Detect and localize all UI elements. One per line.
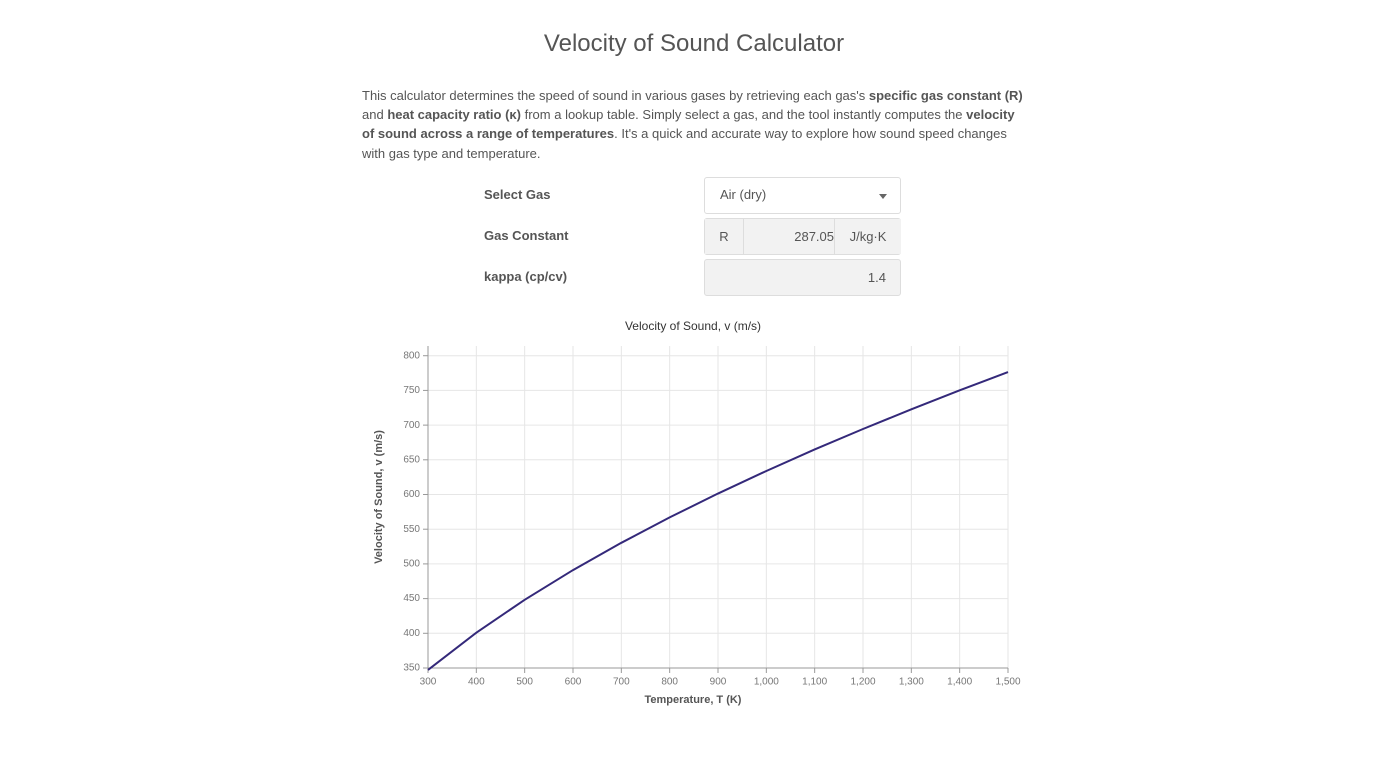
text: and bbox=[362, 107, 388, 123]
x-axis-label: Temperature, T (K) bbox=[645, 694, 742, 706]
chart-title: Velocity of Sound, v (m/s) bbox=[625, 319, 761, 333]
y-tick-label: 450 bbox=[403, 593, 420, 604]
y-tick-label: 750 bbox=[403, 385, 420, 396]
x-tick-label: 700 bbox=[613, 677, 630, 688]
x-tick-label: 500 bbox=[516, 677, 533, 688]
x-tick-label: 800 bbox=[661, 677, 678, 688]
value: 287.05 bbox=[744, 219, 834, 254]
gas-select[interactable]: Air (dry) bbox=[704, 177, 901, 214]
x-tick-label: 400 bbox=[468, 677, 485, 688]
x-tick-label: 600 bbox=[565, 677, 582, 688]
value-text: 287.05 bbox=[794, 229, 834, 244]
field-label: kappa (cp/cv) bbox=[484, 269, 568, 284]
unit: J/kg·K bbox=[834, 219, 901, 254]
text: from a lookup table. Simply select a gas… bbox=[521, 107, 967, 123]
gas-constant-field: R 287.05 J/kg·K bbox=[704, 218, 901, 255]
x-tick-label: 300 bbox=[420, 677, 437, 688]
field-label: Gas Constant bbox=[484, 228, 569, 243]
description: This calculator determines the speed of … bbox=[362, 86, 1026, 163]
y-tick-label: 650 bbox=[403, 454, 420, 465]
x-tick-label: 1,300 bbox=[899, 677, 924, 688]
gas-row: Select Gas Air (dry) bbox=[484, 177, 901, 214]
page-title: Velocity of Sound Calculator bbox=[543, 30, 845, 57]
bold-text: heat capacity ratio (κ) bbox=[387, 107, 521, 123]
y-tick-label: 700 bbox=[403, 420, 420, 431]
caret bbox=[879, 194, 887, 199]
kappa-field: 1.4 bbox=[704, 259, 901, 296]
bold-text: velocity of sound across a range of temp… bbox=[362, 107, 1015, 142]
x-tick-label: 1,100 bbox=[802, 677, 827, 688]
value-text: 1.4 bbox=[867, 270, 886, 285]
text: . It's a quick and accurate way to explo… bbox=[362, 126, 1007, 161]
x-tick-label: 1,500 bbox=[995, 677, 1020, 688]
line-series bbox=[427, 371, 1009, 671]
y-tick-label: 400 bbox=[403, 628, 420, 639]
x-tick-label: 1,000 bbox=[754, 677, 779, 688]
x-tick-label: 1,400 bbox=[947, 677, 972, 688]
bold-text: specific gas constant (R) bbox=[868, 88, 1023, 103]
select-value: Air (dry) bbox=[720, 187, 767, 202]
y-tick-label: 800 bbox=[403, 350, 420, 361]
x-tick-label: 900 bbox=[710, 677, 727, 688]
y-tick-label: 550 bbox=[403, 524, 420, 535]
y-tick-label: 500 bbox=[403, 559, 420, 570]
y-tick-label: 600 bbox=[403, 489, 420, 500]
kappa-row: kappa (cp/cv) 1.4 bbox=[484, 259, 901, 296]
text: This calculator determines the speed of … bbox=[362, 88, 869, 103]
y-axis-label: Velocity of Sound, v (m/s) bbox=[373, 430, 385, 564]
field-label: Select Gas bbox=[484, 187, 551, 202]
y-tick-label: 350 bbox=[403, 663, 420, 674]
x-tick-label: 1,200 bbox=[850, 677, 875, 688]
chart: Velocity of Sound, v (m/s) Temperature, … bbox=[373, 319, 1021, 706]
gas-constant-row: Gas Constant R 287.05 J/kg·K bbox=[484, 218, 901, 255]
prefix: R bbox=[705, 219, 744, 254]
